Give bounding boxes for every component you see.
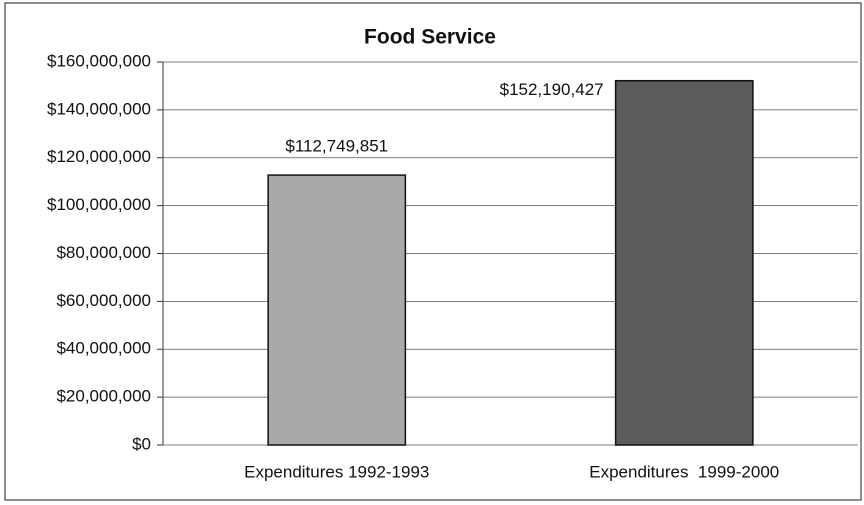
y-tick-label: $120,000,000 xyxy=(47,147,151,166)
data-label: $112,749,851 xyxy=(285,137,388,156)
bar xyxy=(267,174,407,446)
x-tick-label: Expenditures 1992-1993 xyxy=(244,462,429,481)
y-tick-label: $160,000,000 xyxy=(47,51,151,70)
bar xyxy=(614,79,754,446)
y-tick-label: $140,000,000 xyxy=(47,99,151,118)
chart-title: Food Service xyxy=(364,26,496,49)
y-tick-label: $100,000,000 xyxy=(47,195,151,214)
y-tick-label: $40,000,000 xyxy=(56,339,151,358)
x-tick-label: Expenditures 1999-2000 xyxy=(589,462,779,481)
data-label: $152,190,427 xyxy=(500,80,604,99)
y-tick-label: $20,000,000 xyxy=(56,387,151,406)
y-tick-label: $60,000,000 xyxy=(56,291,151,310)
y-tick-label: $0 xyxy=(132,434,151,453)
y-tick-label: $80,000,000 xyxy=(56,243,151,262)
